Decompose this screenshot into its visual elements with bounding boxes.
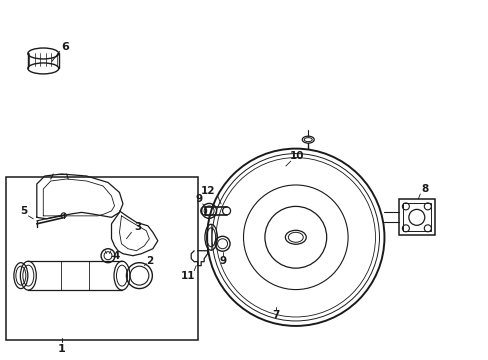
Text: 4: 4 [113, 251, 120, 261]
Text: 3: 3 [134, 222, 141, 232]
Text: 5: 5 [20, 206, 27, 216]
Bar [398, 199, 434, 235]
Text: 10: 10 [289, 151, 304, 161]
Text: 8: 8 [421, 184, 428, 194]
Text: 11: 11 [180, 271, 195, 281]
Text: 7: 7 [272, 310, 279, 320]
Text: 2: 2 [145, 256, 153, 266]
Bar [6, 177, 197, 340]
Text: 9: 9 [195, 194, 203, 204]
Text: 12: 12 [200, 186, 214, 196]
Text: 9: 9 [219, 256, 225, 266]
Text: 1: 1 [58, 345, 65, 354]
Bar [402, 203, 430, 231]
Text: 6: 6 [61, 41, 68, 51]
